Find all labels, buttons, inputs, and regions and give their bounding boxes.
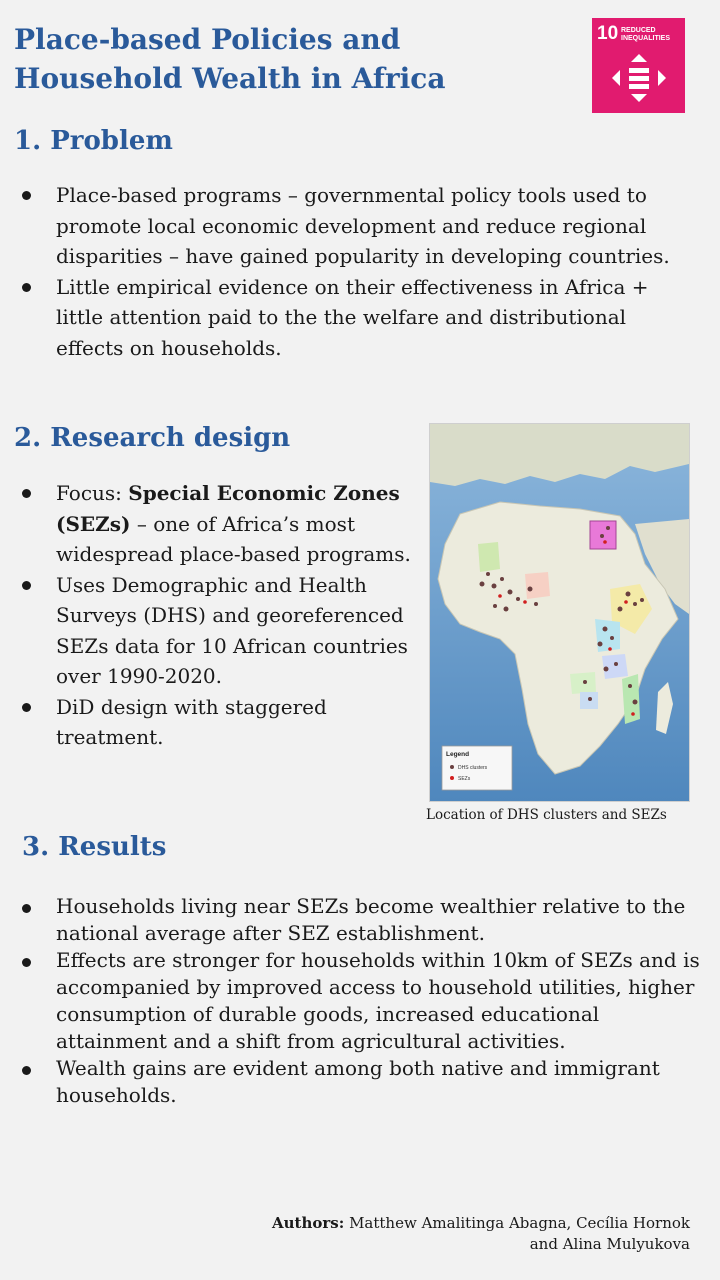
legend-item-sez: SEZs bbox=[458, 776, 471, 782]
legend-item-dhs: DHS clusters bbox=[458, 765, 488, 771]
reduced-inequalities-icon bbox=[612, 54, 666, 102]
section-heading-research-design: 2. Research design bbox=[14, 423, 291, 453]
focus-suffix: – one of Africa’s most widespread place-… bbox=[56, 511, 411, 567]
sdg-10-badge: 10 REDUCED INEQUALITIES bbox=[592, 18, 685, 113]
africa-sez-map: Legend DHS clusters SEZs bbox=[429, 423, 690, 802]
results-bullet-list: Households living near SEZs become wealt… bbox=[0, 893, 705, 1109]
list-item: Place-based programs – governmental poli… bbox=[0, 180, 690, 272]
focus-prefix: Focus: bbox=[56, 481, 129, 505]
legend-title: Legend bbox=[446, 751, 469, 758]
map-caption: Location of DHS clusters and SEZs bbox=[426, 807, 667, 823]
list-item: Effects are stronger for households with… bbox=[0, 947, 705, 1055]
authors-label: Authors: bbox=[272, 1214, 345, 1232]
section-heading-results: 3. Results bbox=[22, 832, 167, 862]
sez-term: Special Economic Zones (SEZs) bbox=[56, 481, 400, 536]
page-title: Place-based Policies and Household Wealt… bbox=[14, 23, 446, 95]
list-item: Focus: Special Economic Zones (SEZs) – o… bbox=[0, 478, 421, 570]
list-item: Households living near SEZs become wealt… bbox=[0, 893, 705, 947]
research-design-bullet-list: Focus: Special Economic Zones (SEZs) – o… bbox=[0, 478, 421, 753]
problem-bullet-list: Place-based programs – governmental poli… bbox=[0, 180, 690, 363]
list-item: Wealth gains are evident among both nati… bbox=[0, 1055, 705, 1109]
sdg-number: 10 bbox=[597, 23, 619, 44]
section-heading-problem: 1. Problem bbox=[14, 126, 173, 156]
sdg-label: REDUCED INEQUALITIES bbox=[621, 27, 671, 42]
map-graphic: Legend DHS clusters SEZs bbox=[430, 424, 689, 801]
list-item: DiD design with staggered treatment. bbox=[0, 692, 421, 753]
list-item: Uses Demographic and Health Surveys (DHS… bbox=[0, 570, 421, 692]
list-item: Little empirical evidence on their effec… bbox=[0, 272, 690, 364]
authors-names: Matthew Amalitinga Abagna, Cecília Horno… bbox=[344, 1214, 690, 1253]
authors-credit: Authors: Matthew Amalitinga Abagna, Cecí… bbox=[270, 1213, 690, 1255]
